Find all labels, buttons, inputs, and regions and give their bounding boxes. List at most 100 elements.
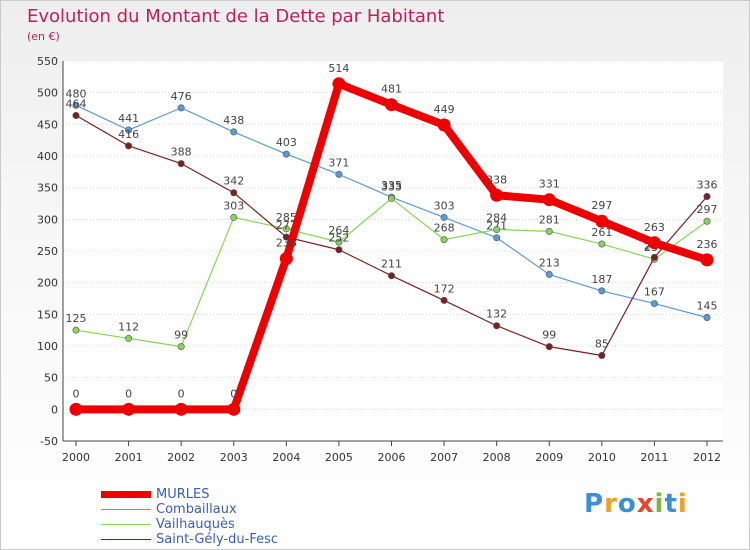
data-label: 263: [644, 221, 665, 234]
data-point: [542, 193, 556, 207]
data-label: 336: [697, 179, 718, 192]
data-label: 85: [595, 338, 609, 351]
y-tick-label: -50: [40, 435, 58, 448]
data-point: [490, 188, 504, 202]
data-label: 238: [276, 237, 297, 250]
data-label: 342: [223, 175, 244, 188]
y-tick-label: 50: [44, 372, 58, 385]
data-point: [230, 213, 238, 221]
data-label: 331: [539, 178, 560, 191]
data-point: [177, 160, 185, 168]
data-label: 441: [118, 112, 139, 125]
data-label: 0: [73, 387, 80, 400]
data-point: [650, 253, 658, 261]
data-label: 132: [486, 308, 507, 321]
data-label: 268: [434, 222, 455, 235]
data-point: [598, 287, 606, 295]
legend-label-vailhauques: Vailhauquès: [156, 517, 235, 532]
data-label: 284: [486, 211, 507, 224]
y-tick-label: 550: [37, 55, 58, 68]
data-point: [177, 104, 185, 112]
data-label: 388: [171, 146, 192, 159]
data-point: [279, 252, 293, 266]
data-point: [230, 128, 238, 136]
logo-letter: x: [636, 489, 655, 519]
data-point: [703, 193, 711, 201]
data-label: 285: [276, 211, 297, 224]
x-tick-label: 2009: [535, 451, 563, 464]
x-tick-label: 2010: [588, 451, 616, 464]
data-label: 125: [66, 312, 87, 325]
data-point: [545, 343, 553, 351]
logo-letter: i: [677, 489, 688, 519]
legend-swatch-combaillaux: [101, 509, 151, 510]
data-label: 297: [697, 203, 718, 216]
legend-swatch-murles: [101, 491, 151, 498]
data-point: [72, 111, 80, 119]
x-tick-label: 2003: [220, 451, 248, 464]
data-point: [387, 272, 395, 280]
logo-letter: o: [617, 489, 637, 519]
x-tick-label: 2001: [115, 451, 143, 464]
data-label: 338: [486, 173, 507, 186]
data-label: 281: [539, 213, 560, 226]
data-label: 0: [230, 387, 237, 400]
legend-label-murles: MURLES: [156, 487, 210, 502]
data-point: [122, 402, 136, 416]
data-label: 303: [223, 199, 244, 212]
data-label: 99: [174, 329, 188, 342]
data-point: [598, 240, 606, 248]
logo-letter: i: [654, 489, 665, 519]
data-point: [700, 253, 714, 267]
legend-label-combaillaux: Combaillaux: [156, 502, 237, 517]
data-label: 112: [118, 320, 139, 333]
data-label: 416: [118, 128, 139, 141]
data-point: [282, 150, 290, 158]
data-point: [440, 236, 448, 244]
data-label: 0: [178, 387, 185, 400]
legend-swatch-saint-gely: [101, 539, 151, 540]
data-point: [69, 402, 83, 416]
data-label: 403: [276, 136, 297, 149]
data-point: [335, 238, 343, 246]
data-label: 261: [591, 226, 612, 239]
y-tick-label: 450: [37, 118, 58, 131]
data-point: [385, 98, 398, 112]
data-label: 145: [697, 300, 718, 313]
data-point: [227, 402, 241, 416]
data-point: [125, 126, 133, 134]
y-tick-label: 350: [37, 182, 58, 195]
data-point: [703, 217, 711, 225]
data-point: [174, 402, 188, 416]
x-tick-label: 2005: [325, 451, 353, 464]
data-label: 187: [591, 273, 612, 286]
logo-letter: t: [664, 489, 678, 519]
x-tick-label: 2004: [272, 451, 300, 464]
data-label: 264: [328, 224, 349, 237]
data-label: 464: [66, 97, 87, 110]
data-point: [440, 296, 448, 304]
data-point: [493, 322, 501, 330]
data-label: 172: [434, 282, 455, 295]
logo-letter: P: [584, 489, 605, 519]
data-label: 480: [66, 87, 87, 100]
data-point: [493, 234, 501, 242]
y-tick-label: 300: [37, 213, 58, 226]
data-label: 514: [328, 62, 349, 75]
data-point: [545, 227, 553, 235]
logo-letter: r: [604, 489, 618, 519]
data-point: [493, 225, 501, 233]
x-tick-label: 2002: [167, 451, 195, 464]
data-label: 236: [697, 238, 718, 251]
y-tick-label: 500: [37, 87, 58, 100]
y-tick-label: 400: [37, 150, 58, 163]
data-label: 252: [328, 232, 349, 245]
data-label: 303: [434, 199, 455, 212]
data-point: [437, 118, 451, 132]
data-point: [72, 101, 80, 109]
legend-label-saint-gely: Saint-Gély-du-Fesc: [156, 532, 279, 547]
x-tick-label: 2008: [483, 451, 511, 464]
y-tick-label: 100: [37, 340, 58, 353]
data-label: 438: [223, 114, 244, 127]
